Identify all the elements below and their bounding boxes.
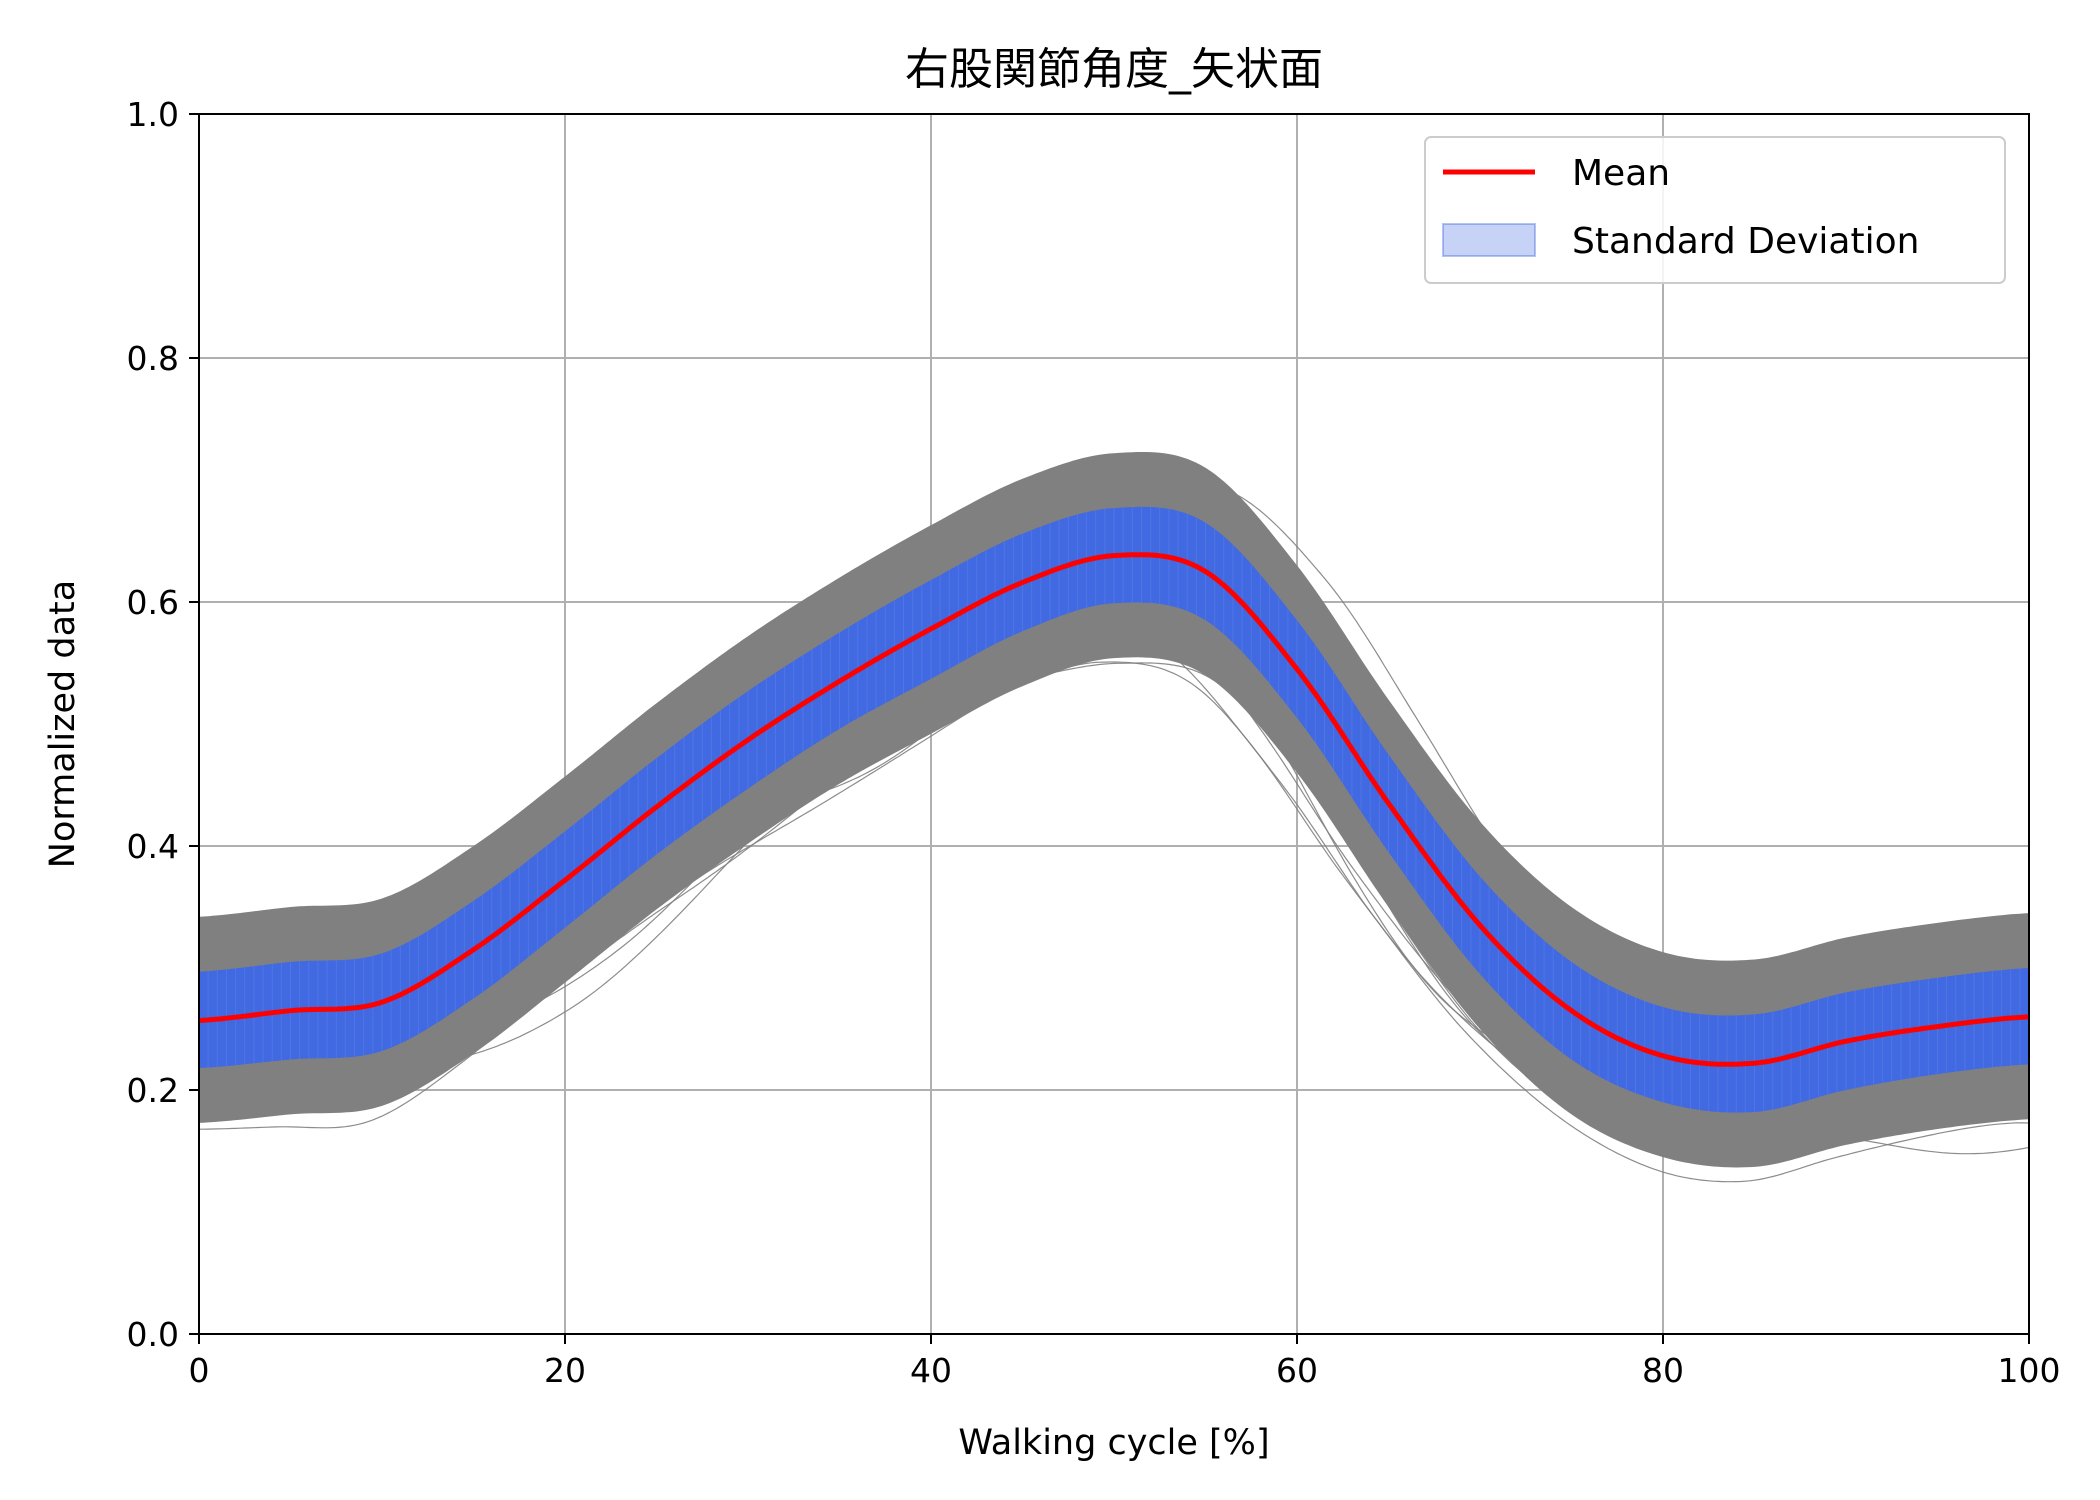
y-tick-label: 0.8 bbox=[127, 339, 179, 378]
x-tick-label: 40 bbox=[910, 1351, 952, 1390]
x-axis-label: Walking cycle [%] bbox=[958, 1423, 1269, 1463]
y-tick-label: 0.4 bbox=[127, 827, 179, 866]
mean-point bbox=[1114, 555, 1115, 556]
mean-point bbox=[1297, 669, 1298, 670]
legend-mean-label: Mean bbox=[1572, 153, 1670, 194]
y-tick-label: 0.6 bbox=[127, 583, 179, 622]
mean-point bbox=[1846, 1041, 1847, 1042]
x-tick-label: 80 bbox=[1642, 1351, 1684, 1390]
x-tick-label: 0 bbox=[189, 1351, 210, 1390]
mean-point bbox=[1022, 582, 1023, 583]
mean-point bbox=[1937, 1026, 1938, 1027]
mean-point bbox=[1388, 803, 1389, 804]
mean-point bbox=[748, 739, 749, 740]
mean-line bbox=[198, 552, 2030, 1067]
legend-std-swatch bbox=[1442, 223, 1536, 257]
mean-point bbox=[382, 1002, 383, 1003]
mean-point bbox=[565, 880, 566, 881]
mean-point bbox=[1754, 1063, 1755, 1064]
y-tick-label: 1.0 bbox=[127, 95, 179, 134]
x-tick-label: 100 bbox=[1998, 1351, 2061, 1390]
chart-title: 右股関節角度_矢状面 bbox=[905, 44, 1323, 95]
x-tick-label: 60 bbox=[1276, 1351, 1318, 1390]
mean-point bbox=[931, 628, 932, 629]
mean-point bbox=[1571, 1010, 1572, 1011]
mean-point bbox=[1480, 925, 1481, 926]
legend-box bbox=[1424, 136, 2006, 284]
legend: Mean Standard Deviation bbox=[1424, 136, 2006, 284]
axis-ticks: 0 20 40 60 80 100 0.0 0.2 0.4 0.6 0.8 1.0 bbox=[127, 95, 2061, 1390]
y-tick-label: 0.2 bbox=[127, 1071, 179, 1110]
mean-line-layer bbox=[198, 552, 2030, 1067]
mean-point bbox=[1663, 1055, 1664, 1056]
y-axis-label: Normalized data bbox=[43, 580, 83, 868]
plot-frame bbox=[198, 113, 2030, 1335]
mean-point bbox=[473, 949, 474, 950]
legend-std-label: Standard Deviation bbox=[1572, 221, 1919, 262]
mean-point bbox=[839, 681, 840, 682]
mean-point bbox=[1205, 571, 1206, 572]
mean-point bbox=[290, 1010, 291, 1011]
mean-point bbox=[656, 806, 657, 807]
x-tick-label: 20 bbox=[544, 1351, 586, 1390]
y-tick-label: 0.0 bbox=[127, 1315, 179, 1354]
